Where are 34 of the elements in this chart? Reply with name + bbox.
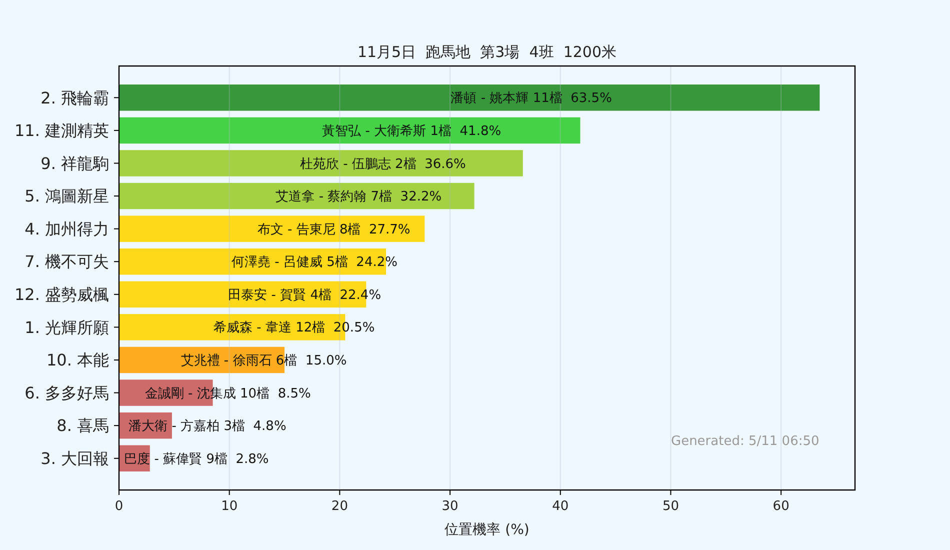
data-label: 杜苑欣 - 伍鵬志 2檔 36.6%	[300, 156, 466, 172]
x-tick-label: 10	[221, 499, 238, 514]
y-tick-label: 8. 喜馬	[56, 416, 109, 436]
chart-title: 11月5日 跑馬地 第3場 4班 1200米	[357, 43, 617, 61]
data-label: 潘頓 - 姚本輝 11檔 63.5%	[450, 91, 612, 106]
x-tick-label: 20	[331, 499, 348, 514]
data-label: 巴度 - 蘇偉賢 9檔 2.8%	[124, 450, 269, 467]
y-tick-label: 6. 多多好馬	[24, 383, 109, 402]
bar	[119, 182, 474, 210]
bar	[119, 216, 425, 242]
y-tick-label: 11. 建測精英	[14, 121, 109, 140]
x-tick-label: 60	[772, 499, 790, 514]
bar	[119, 117, 580, 144]
y-tick-label: 10. 本能	[46, 350, 109, 370]
bar	[119, 150, 523, 176]
x-tick-label: 0	[114, 499, 124, 514]
y-tick-label: 12. 盛勢威楓	[14, 284, 109, 304]
y-tick-label: 5. 鴻圖新星	[24, 186, 109, 206]
y-tick-label: 9. 祥龍駒	[40, 154, 109, 173]
data-label: 布文 - 告東尼 8檔 27.7%	[257, 222, 410, 238]
bar	[119, 84, 820, 111]
x-tick-label: 50	[662, 499, 679, 514]
x-tick-label: 40	[552, 499, 569, 514]
annotation: Generated: 5/11 06:50	[671, 434, 820, 449]
data-label: 艾道拿 - 蔡約翰 7檔 32.2%	[276, 190, 442, 205]
y-tick-label: 2. 飛輪霸	[40, 88, 109, 108]
x-tick-label: 30	[442, 499, 458, 514]
y-tick-label: 4. 加州得力	[24, 219, 109, 238]
y-tick-label: 7. 機不可失	[24, 252, 109, 272]
x-axis-title: 位置機率 (%)	[444, 522, 530, 538]
data-label: 潘大衛 - 方嘉柏 3檔 4.8%	[128, 418, 286, 434]
data-label: 黃智弘 - 大衛希斯 1檔 41.8%	[322, 124, 502, 139]
y-tick-label: 3. 大回報	[40, 448, 109, 468]
y-tick-label: 1. 光輝所願	[24, 318, 109, 337]
